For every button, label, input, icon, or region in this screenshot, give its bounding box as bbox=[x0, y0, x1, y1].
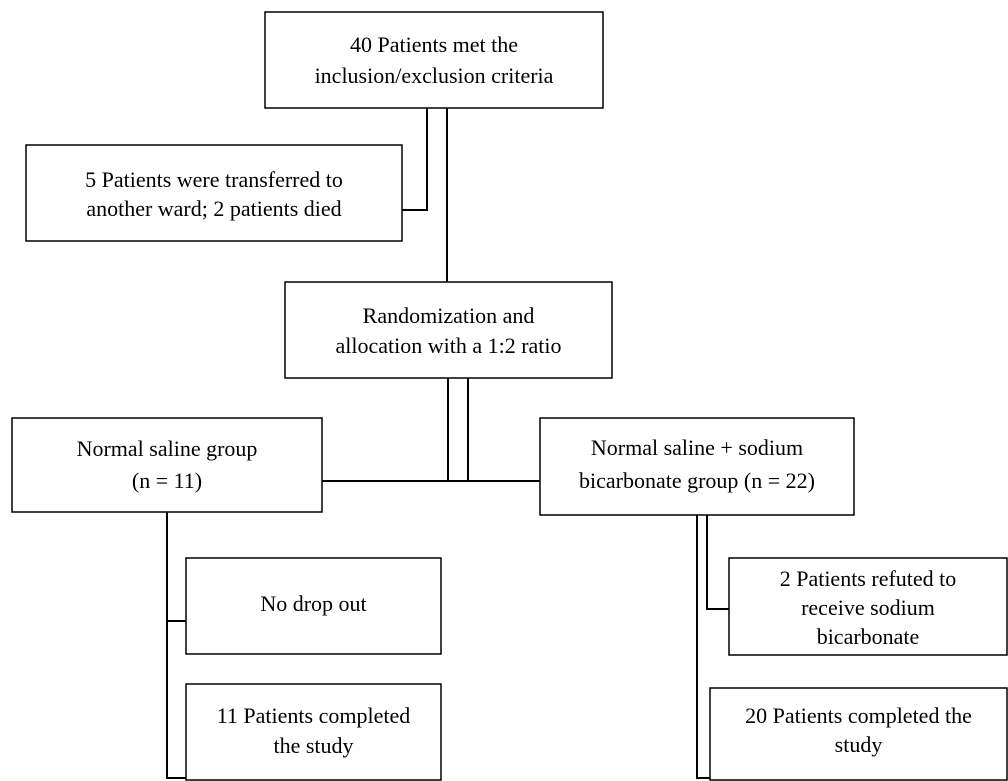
node-box bbox=[284, 281, 613, 379]
connector bbox=[166, 512, 186, 779]
node-label: allocation with a 1:2 ratio bbox=[335, 333, 561, 358]
node-label: (n = 11) bbox=[132, 468, 202, 493]
node-box bbox=[539, 417, 855, 516]
node-box bbox=[185, 683, 442, 781]
node-label: 20 Patients completed the bbox=[745, 703, 972, 728]
node-box bbox=[709, 687, 1008, 781]
node-box bbox=[728, 557, 1008, 656]
node-label: inclusion/exclusion criteria bbox=[315, 63, 554, 88]
node-label: 2 Patients refuted to bbox=[780, 566, 957, 591]
connector bbox=[402, 108, 428, 211]
node-label: bicarbonate group (n = 22) bbox=[579, 468, 815, 493]
connectors bbox=[166, 108, 729, 779]
node-box bbox=[185, 557, 442, 655]
boxes: 40 Patients met the inclusion/exclusion c… bbox=[11, 11, 1008, 781]
connector bbox=[706, 515, 729, 610]
node-label: study bbox=[835, 732, 883, 757]
node-label: bicarbonate bbox=[817, 624, 920, 649]
node-label: No drop out bbox=[260, 591, 366, 616]
connector bbox=[696, 515, 710, 779]
node-label: 5 Patients were transferred to bbox=[85, 167, 343, 192]
node-label: Normal saline + sodium bbox=[591, 435, 803, 460]
node-label: receive sodium bbox=[801, 595, 935, 620]
node-box bbox=[11, 417, 323, 513]
node-label: Normal saline group bbox=[77, 436, 258, 461]
node-label: the study bbox=[273, 733, 353, 758]
node-label: Randomization and bbox=[363, 303, 535, 328]
node-label: 11 Patients completed bbox=[217, 703, 410, 728]
node-label: another ward; 2 patients died bbox=[86, 196, 341, 221]
node-label: 40 Patients met the bbox=[350, 32, 518, 57]
node-box bbox=[264, 11, 604, 109]
node-box bbox=[25, 144, 403, 242]
